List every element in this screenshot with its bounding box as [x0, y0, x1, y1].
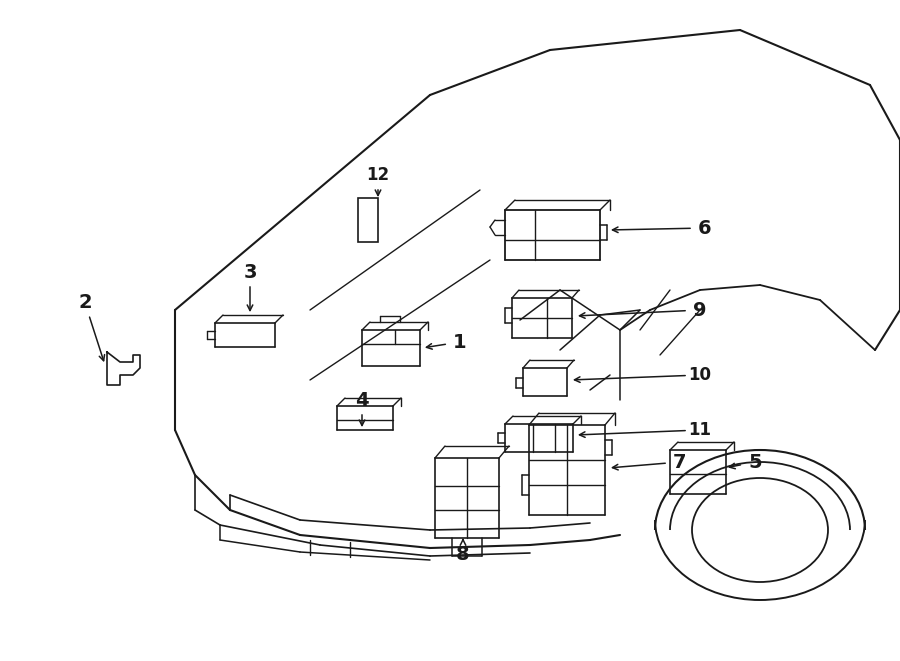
- Text: 11: 11: [688, 421, 712, 439]
- Bar: [358, 198, 378, 242]
- Text: 7: 7: [673, 453, 687, 471]
- Text: 1: 1: [454, 332, 467, 352]
- Text: 8: 8: [456, 545, 470, 564]
- Text: 2: 2: [78, 293, 92, 313]
- Text: 9: 9: [693, 301, 706, 319]
- Text: 4: 4: [356, 391, 369, 410]
- Text: 6: 6: [698, 219, 712, 237]
- Text: 5: 5: [748, 453, 761, 471]
- Text: 3: 3: [243, 262, 256, 282]
- Text: 12: 12: [366, 166, 390, 184]
- Text: 10: 10: [688, 366, 712, 384]
